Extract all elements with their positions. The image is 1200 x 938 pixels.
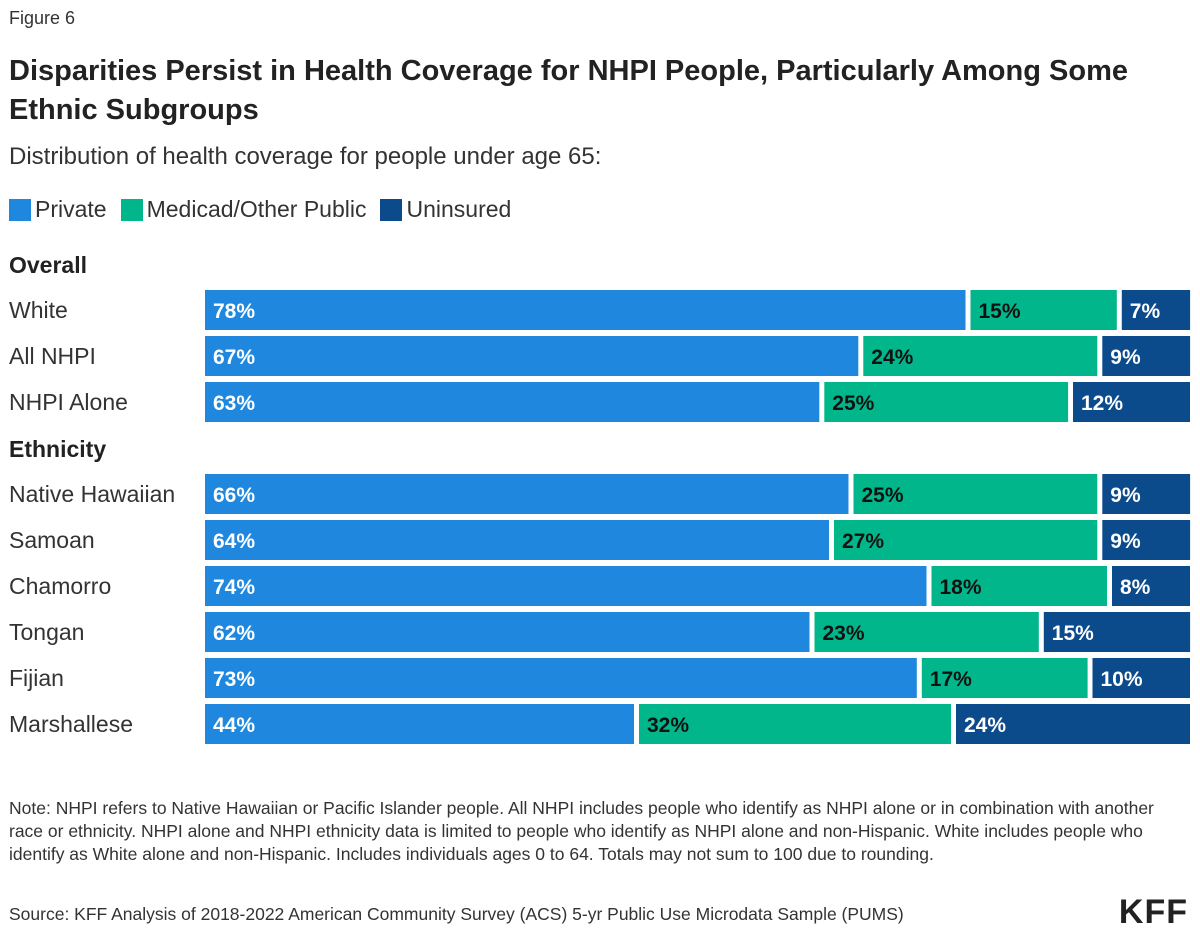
data-label-marshallese-uninsured: 24% — [964, 714, 1006, 737]
group-heading-ethnicity: Ethnicity — [9, 436, 106, 462]
data-label-white-private: 78% — [213, 300, 255, 323]
data-label-samoan-public: 27% — [842, 530, 884, 553]
bar-white-uninsured — [1121, 290, 1191, 330]
row-label-chamorro: Chamorro — [9, 573, 111, 599]
data-label-native-hawaiian-uninsured: 9% — [1110, 484, 1141, 507]
data-label-fijian-private: 73% — [213, 668, 255, 691]
source-note: Source: KFF Analysis of 2018-2022 Americ… — [9, 904, 904, 924]
data-label-chamorro-public: 18% — [940, 576, 982, 599]
bar-marshallese-private — [205, 704, 634, 744]
legend-item-public: Medicad/Other Public — [120, 196, 367, 223]
bar-white-public — [970, 290, 1117, 330]
data-label-native-hawaiian-public: 25% — [862, 484, 904, 507]
bar-nhpi-alone-uninsured — [1073, 382, 1190, 422]
row-label-native-hawaiian: Native Hawaiian — [9, 481, 175, 507]
data-label-nhpi-alone-public: 25% — [832, 392, 874, 415]
bar-all-nhpi-uninsured — [1102, 336, 1191, 376]
legend-swatch-uninsured — [380, 198, 403, 221]
data-label-all-nhpi-private: 67% — [213, 346, 255, 369]
bar-native-hawaiian-public — [853, 474, 1098, 514]
bar-samoan-public — [834, 520, 1098, 560]
data-label-chamorro-private: 74% — [213, 576, 255, 599]
row-label-samoan: Samoan — [9, 527, 95, 553]
data-label-white-public: 15% — [979, 300, 1021, 323]
data-label-tongan-uninsured: 15% — [1052, 622, 1094, 645]
legend-swatch-public — [120, 198, 143, 221]
bar-chamorro-public — [931, 566, 1107, 606]
row-label-tongan: Tongan — [9, 619, 84, 645]
bar-all-nhpi-public — [863, 336, 1098, 376]
bar-native-hawaiian-private — [205, 474, 849, 514]
legend: Private Medicad/Other Public Uninsured — [9, 196, 525, 223]
bar-tongan-private — [205, 612, 810, 652]
bar-marshallese-public — [639, 704, 951, 744]
row-label-white: White — [9, 297, 68, 323]
data-label-nhpi-alone-private: 63% — [213, 392, 255, 415]
figure-label: Figure 6 — [9, 8, 76, 28]
bar-tongan-uninsured — [1043, 612, 1191, 652]
bar-nhpi-alone-public — [824, 382, 1069, 422]
data-label-all-nhpi-public: 24% — [871, 346, 913, 369]
legend-item-private: Private — [9, 196, 107, 223]
data-label-fijian-public: 17% — [930, 668, 972, 691]
bar-fijian-public — [921, 658, 1088, 698]
legend-label-public: Medicad/Other Public — [146, 196, 367, 222]
data-label-samoan-uninsured: 9% — [1110, 530, 1141, 553]
data-label-marshallese-public: 32% — [647, 714, 689, 737]
row-label-marshallese: Marshallese — [9, 711, 133, 737]
data-label-tongan-public: 23% — [823, 622, 865, 645]
data-label-nhpi-alone-uninsured: 12% — [1081, 392, 1123, 415]
data-label-tongan-private: 62% — [213, 622, 255, 645]
bar-tongan-public — [814, 612, 1039, 652]
footnote: Note: NHPI refers to Native Hawaiian or … — [9, 798, 1154, 864]
legend-label-private: Private — [35, 196, 107, 222]
legend-item-uninsured: Uninsured — [380, 196, 511, 223]
row-label-all-nhpi: All NHPI — [9, 343, 96, 369]
bar-samoan-uninsured — [1102, 520, 1191, 560]
stacked-bar-chart: Overall White 78% 15% 7% All NHPI 67% 24% 9% NHPI… — [9, 252, 1191, 744]
chart-title: Disparities Persist in Health Coverage f… — [9, 55, 1128, 126]
chart-subtitle: Distribution of health coverage for peop… — [9, 143, 602, 170]
bar-native-hawaiian-uninsured — [1102, 474, 1191, 514]
bar-fijian-private — [205, 658, 917, 698]
bar-samoan-private — [205, 520, 829, 560]
bar-nhpi-alone-private — [205, 382, 820, 422]
data-label-native-hawaiian-private: 66% — [213, 484, 255, 507]
group-heading-overall: Overall — [9, 252, 87, 278]
bar-fijian-uninsured — [1092, 658, 1190, 698]
legend-swatch-private — [9, 198, 31, 221]
bar-all-nhpi-private — [205, 336, 859, 376]
bar-chamorro-uninsured — [1112, 566, 1190, 606]
bar-chamorro-private — [205, 566, 927, 606]
row-label-nhpi-alone: NHPI Alone — [9, 389, 128, 415]
data-label-marshallese-private: 44% — [213, 714, 255, 737]
bar-marshallese-uninsured — [956, 704, 1190, 744]
data-label-white-uninsured: 7% — [1130, 300, 1161, 323]
row-label-fijian: Fijian — [9, 665, 64, 691]
data-label-samoan-private: 64% — [213, 530, 255, 553]
bar-white-private — [205, 290, 966, 330]
kff-logo: KFF — [1118, 893, 1188, 931]
data-label-fijian-uninsured: 10% — [1101, 668, 1143, 691]
data-label-chamorro-uninsured: 8% — [1120, 576, 1151, 599]
legend-label-uninsured: Uninsured — [406, 196, 512, 222]
data-label-all-nhpi-uninsured: 9% — [1110, 346, 1141, 369]
